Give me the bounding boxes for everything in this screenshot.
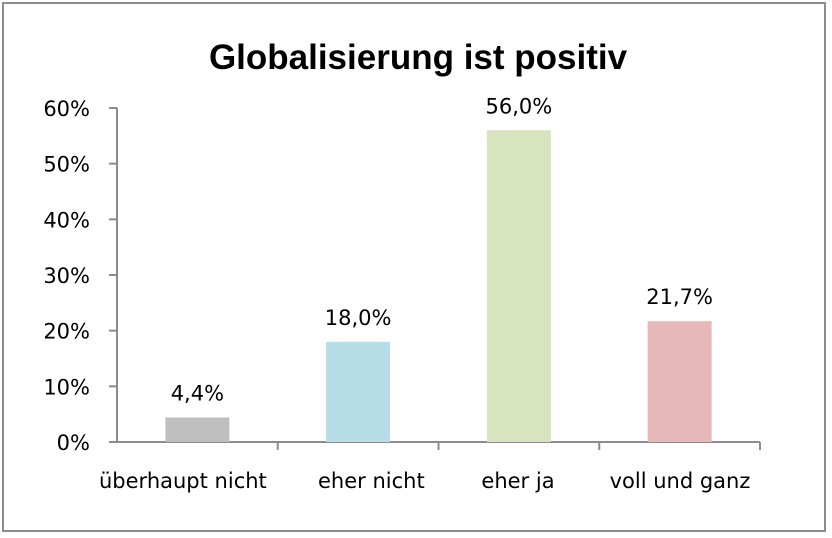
bar — [647, 321, 712, 442]
category-label: eher ja — [481, 469, 554, 493]
data-labels: 4,4% 18,0% 56,0% 21,7% — [171, 94, 713, 405]
y-tick-label: 60% — [43, 97, 90, 121]
chart-title: Globalisierung ist positiv — [209, 38, 628, 77]
bar — [486, 130, 551, 442]
bar — [326, 341, 391, 442]
category-label: überhaupt nicht — [99, 469, 267, 493]
chart-frame — [2, 2, 826, 532]
y-tick-label: 30% — [43, 264, 90, 288]
x-axis — [109, 441, 761, 450]
data-label: 56,0% — [486, 94, 553, 118]
y-tick-label: 10% — [43, 375, 90, 399]
y-tick-label: 20% — [43, 320, 90, 344]
category-label: voll und ganz — [610, 469, 751, 493]
category-label: eher nicht — [318, 469, 425, 493]
data-label: 4,4% — [171, 382, 224, 406]
data-label: 21,7% — [646, 285, 713, 309]
bar — [165, 417, 230, 442]
y-tick-label: 40% — [43, 208, 90, 232]
y-tick-label: 50% — [43, 153, 90, 177]
category-labels: überhaupt nicht eher nicht eher ja voll und… — [99, 469, 750, 493]
y-tick-label: 0% — [57, 431, 90, 455]
data-label: 18,0% — [325, 306, 392, 330]
y-axis: 0% 10% 20% 30% 40% 50% 60% — [43, 97, 118, 455]
bars — [165, 130, 712, 442]
